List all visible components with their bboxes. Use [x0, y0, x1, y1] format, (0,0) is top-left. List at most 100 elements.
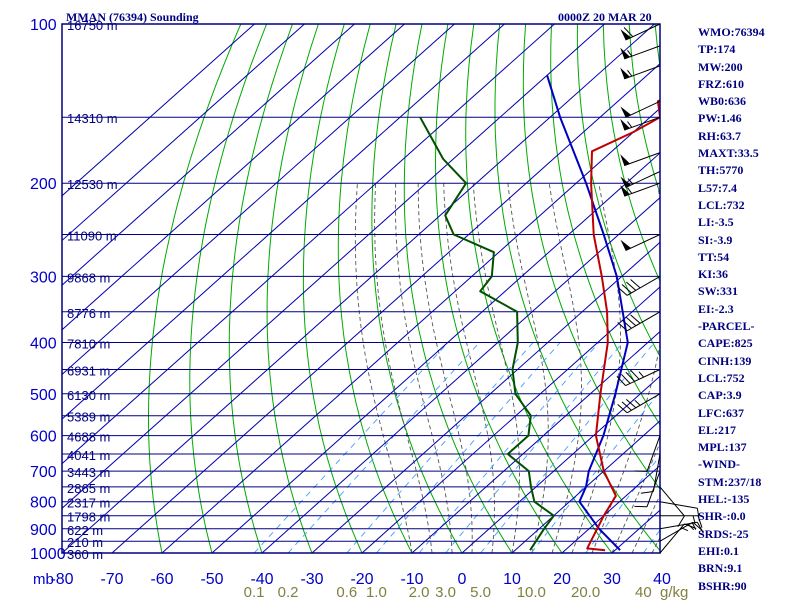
wind-barb-flag	[620, 67, 630, 79]
wind-barb-tick	[625, 281, 637, 291]
wind-barb	[620, 45, 661, 60]
pressure-tick-label: 400	[30, 336, 57, 353]
wind-barb-tick	[621, 373, 631, 384]
wind-barb-flag	[620, 185, 630, 197]
wind-barb-tick	[621, 319, 632, 329]
height-label: 1798 m	[67, 510, 110, 525]
wind-barb	[620, 116, 661, 131]
wind-barb-half-tick	[627, 187, 633, 194]
wind-barb-staff	[659, 523, 685, 554]
isotherm	[211, 152, 660, 553]
index-item: BSHR:90	[698, 578, 747, 593]
height-label: 5389 m	[67, 410, 110, 425]
index-item: CAP:3.9	[698, 388, 742, 403]
mixing-ratio-label: 0.1	[244, 584, 265, 600]
wind-barb-staff	[625, 23, 661, 41]
index-item: EHI:0.1	[698, 543, 740, 558]
wind-barb-staff	[624, 65, 661, 80]
isotherm	[361, 286, 660, 553]
index-item: CAPE:825	[698, 336, 753, 351]
height-label: 360 m	[67, 547, 103, 562]
wind-barb	[620, 182, 661, 197]
moist-adiabat	[571, 183, 621, 553]
wind-barb-tick	[640, 491, 654, 494]
wind-barb-flag	[620, 47, 630, 59]
wind-barb-staff	[626, 311, 661, 332]
wind-barb-flag	[620, 106, 631, 118]
height-label: 2865 m	[67, 481, 110, 496]
wind-barb	[620, 234, 661, 252]
wind-barb-tick	[616, 376, 626, 386]
wind-barb-tick	[684, 523, 697, 529]
wind-barb-staff	[626, 393, 661, 414]
mixing-ratio-line	[346, 342, 534, 553]
index-item: STM:237/18	[698, 474, 762, 489]
index-item: EI:-2.3	[698, 301, 734, 316]
wind-barb-staff	[646, 435, 661, 472]
wind-barb-staff	[624, 116, 661, 131]
wind-barb-flag	[620, 154, 630, 166]
moist-adiabat	[591, 183, 660, 553]
mixing-ratio-label: 0.2	[278, 584, 299, 600]
mixing-ratio-label: 1.0	[366, 584, 387, 600]
wind-barb-tick	[625, 399, 637, 409]
height-label: 12530 m	[67, 177, 118, 192]
pressure-tick-label: 700	[30, 464, 57, 481]
index-item: WMO:76394	[698, 25, 765, 39]
isotherm	[62, 24, 505, 420]
isotherm	[111, 63, 660, 553]
temperature-tick-label: 30	[603, 571, 621, 588]
wind-barb-half-tick	[634, 399, 641, 406]
wind-barb-staff	[659, 501, 698, 509]
wind-barb-half-tick	[680, 527, 689, 532]
height-label: 8776 m	[67, 306, 110, 321]
isotherm	[411, 330, 660, 553]
temperature-tick-label: 10	[503, 571, 521, 588]
index-item: SW:331	[698, 284, 739, 299]
plot-frame	[61, 23, 661, 554]
wind-barb-staff	[625, 234, 661, 252]
sounding-indices: WMO:76394 TP:174 MW:200 FRZ:610 WB0:636 PW:1.…	[698, 24, 798, 595]
pressure-tick-label: 200	[30, 176, 57, 193]
temperature-tick-label: 20	[553, 571, 571, 588]
dry-adiabat	[434, 24, 563, 553]
pressure-tick-label: 900	[30, 522, 57, 539]
wind-barb	[620, 171, 661, 188]
mixing-ratio-label: 5.0	[470, 584, 491, 600]
isotherm	[62, 24, 355, 286]
index-item: LFC:637	[698, 405, 744, 420]
index-item: LI:-3.5	[698, 215, 734, 230]
wind-barb-staff	[624, 45, 661, 60]
wind-barb-tick	[630, 279, 641, 289]
height-label: 2317 m	[67, 496, 110, 511]
y-axis-label: mb	[33, 571, 54, 588]
dry-adiabat	[266, 24, 319, 553]
index-item: SI:-3.9	[698, 232, 733, 247]
wind-barb-tick	[621, 401, 632, 411]
mixing-ratio-label: 40	[635, 584, 652, 600]
station-title: MMAN (76394) Sounding	[66, 10, 199, 24]
wind-barb-half-tick	[638, 371, 645, 378]
isotherm	[62, 24, 255, 197]
wind-barb-staff	[659, 486, 685, 517]
mixing-ratio-line	[418, 342, 600, 553]
sounding-time: 0000Z 20 MAR 20	[558, 10, 652, 24]
wind-barb	[620, 65, 661, 80]
wind-barb	[634, 435, 661, 472]
moist-adiabat	[472, 183, 520, 553]
isotherm	[62, 24, 655, 553]
wind-barb-tick	[692, 521, 703, 531]
temperature-tick-label: -10	[400, 571, 423, 588]
wind-barb-flag	[620, 176, 631, 188]
mixing-ratio-label: 3.0	[435, 584, 456, 600]
mixing-ratio-line	[530, 391, 660, 553]
parcel-trace	[546, 75, 629, 551]
wind-barb-staff	[646, 470, 661, 507]
isotherm	[62, 24, 455, 376]
wind-barb-half-tick	[692, 515, 696, 523]
wind-barb	[620, 152, 661, 167]
wind-barb-staff	[625, 171, 661, 188]
wind-barb	[617, 393, 661, 414]
wind-barb-staff	[625, 100, 661, 118]
